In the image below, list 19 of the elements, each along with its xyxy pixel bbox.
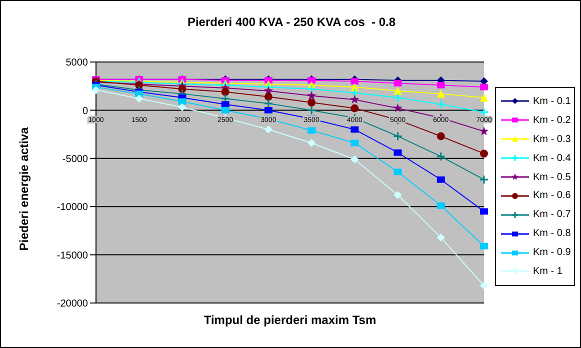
legend-label: Km - 0.9 <box>533 247 571 258</box>
legend-label: Km - 0.4 <box>533 152 571 164</box>
y-axis-title: Piederi energie activa <box>17 126 31 253</box>
y-tick-label: -15000 <box>56 250 88 262</box>
legend-label: Km - 1 <box>533 266 562 277</box>
y-tick-label: 0 <box>82 106 88 117</box>
legend-label: Km - 0.1 <box>533 96 571 107</box>
legend-label: Km - 0.3 <box>533 134 571 145</box>
chart-title: Pierderi 400 KVA - 250 KVA cos - 0.8 <box>186 15 397 29</box>
y-tick-label: -5000 <box>62 154 88 165</box>
legend-label: Km - 0.2 <box>533 114 571 126</box>
legend-label: Km - 0.5 <box>533 172 571 182</box>
y-tick-label: -10000 <box>56 202 88 214</box>
y-tick-label: -20000 <box>56 298 88 310</box>
y-tick-label: 5000 <box>66 58 88 69</box>
legend-label: Km - 0.6 <box>533 190 571 202</box>
x-axis-title: Timpul de pierderi maxim Tsm <box>202 313 378 327</box>
legend-label: Km - 0.7 <box>533 209 571 220</box>
legend-label: Km - 0.8 <box>533 228 571 240</box>
